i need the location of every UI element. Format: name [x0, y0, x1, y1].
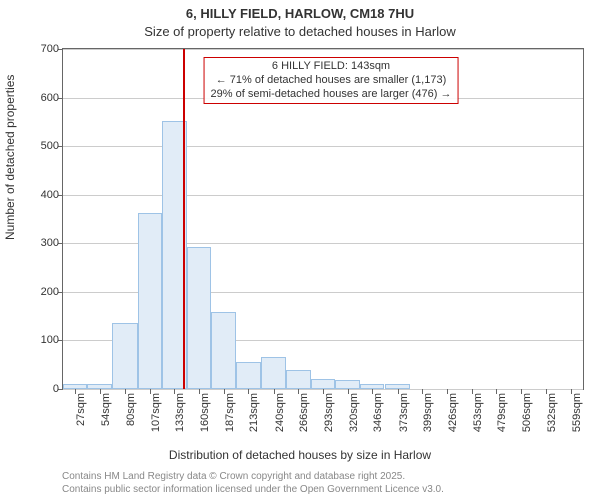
xtick-label: 213sqm: [248, 393, 260, 432]
plot-area: 010020030040050060070027sqm54sqm80sqm107…: [62, 48, 584, 390]
ytick-label: 100: [41, 334, 59, 346]
reference-line: [183, 49, 185, 389]
xtick-label: 54sqm: [100, 393, 112, 426]
xtick-label: 266sqm: [298, 393, 310, 432]
chart-title-line1: 6, HILLY FIELD, HARLOW, CM18 7HU: [0, 6, 600, 21]
footnote-line1: Contains HM Land Registry data © Crown c…: [62, 471, 444, 484]
xtick-label: 27sqm: [75, 393, 87, 426]
xtick-label: 320sqm: [348, 393, 360, 432]
histogram-bar: [236, 362, 260, 389]
ytick-label: 700: [41, 43, 59, 55]
footnote: Contains HM Land Registry data © Crown c…: [62, 471, 444, 496]
histogram-bar: [335, 380, 360, 389]
chart-container: 6, HILLY FIELD, HARLOW, CM18 7HU Size of…: [0, 0, 600, 500]
histogram-bar: [138, 213, 162, 389]
histogram-bar: [286, 370, 311, 389]
gridline: [63, 146, 583, 147]
xtick-label: 160sqm: [199, 393, 211, 432]
histogram-bar: [261, 357, 286, 389]
xtick-label: 107sqm: [150, 393, 162, 432]
gridline: [63, 195, 583, 196]
histogram-bar: [311, 379, 335, 389]
xtick-label: 240sqm: [274, 393, 286, 432]
ytick-label: 400: [41, 189, 59, 201]
annotation-box: 6 HILLY FIELD: 143sqm← 71% of detached h…: [204, 57, 459, 104]
xtick-label: 373sqm: [398, 393, 410, 432]
chart-title-line2: Size of property relative to detached ho…: [0, 24, 600, 39]
xtick-label: 453sqm: [472, 393, 484, 432]
xtick-label: 293sqm: [323, 393, 335, 432]
gridline: [63, 49, 583, 50]
histogram-bar: [112, 323, 137, 389]
xtick-label: 559sqm: [571, 393, 583, 432]
ytick-label: 0: [53, 383, 59, 395]
annotation-line3: 29% of semi-detached houses are larger (…: [211, 88, 452, 102]
xtick-label: 506sqm: [521, 393, 533, 432]
xtick-label: 346sqm: [372, 393, 384, 432]
xtick-label: 133sqm: [174, 393, 186, 432]
annotation-line1: 6 HILLY FIELD: 143sqm: [211, 60, 452, 74]
xtick-label: 399sqm: [422, 393, 434, 432]
y-axis-label: Number of detached properties: [3, 75, 17, 240]
histogram-bar: [211, 312, 236, 389]
ytick-label: 600: [41, 92, 59, 104]
ytick-label: 500: [41, 140, 59, 152]
ytick-label: 200: [41, 286, 59, 298]
xtick-label: 479sqm: [496, 393, 508, 432]
ytick-label: 300: [41, 237, 59, 249]
xtick-label: 426sqm: [447, 393, 459, 432]
histogram-bar: [187, 247, 211, 389]
footnote-line2: Contains public sector information licen…: [62, 484, 444, 497]
xtick-label: 532sqm: [546, 393, 558, 432]
annotation-line2: ← 71% of detached houses are smaller (1,…: [211, 74, 452, 88]
xtick-label: 187sqm: [224, 393, 236, 432]
x-axis-label: Distribution of detached houses by size …: [0, 448, 600, 462]
xtick-label: 80sqm: [125, 393, 137, 426]
